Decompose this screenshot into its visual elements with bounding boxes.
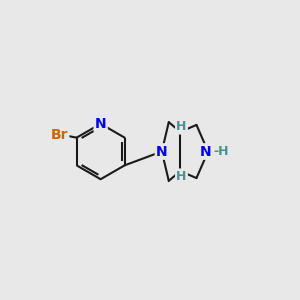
- Text: H: H: [176, 120, 187, 133]
- Text: -H: -H: [213, 145, 229, 158]
- Text: N: N: [95, 117, 106, 131]
- Text: Br: Br: [50, 128, 68, 142]
- Text: H: H: [176, 170, 187, 183]
- Text: N: N: [200, 145, 212, 158]
- Text: N: N: [156, 145, 168, 158]
